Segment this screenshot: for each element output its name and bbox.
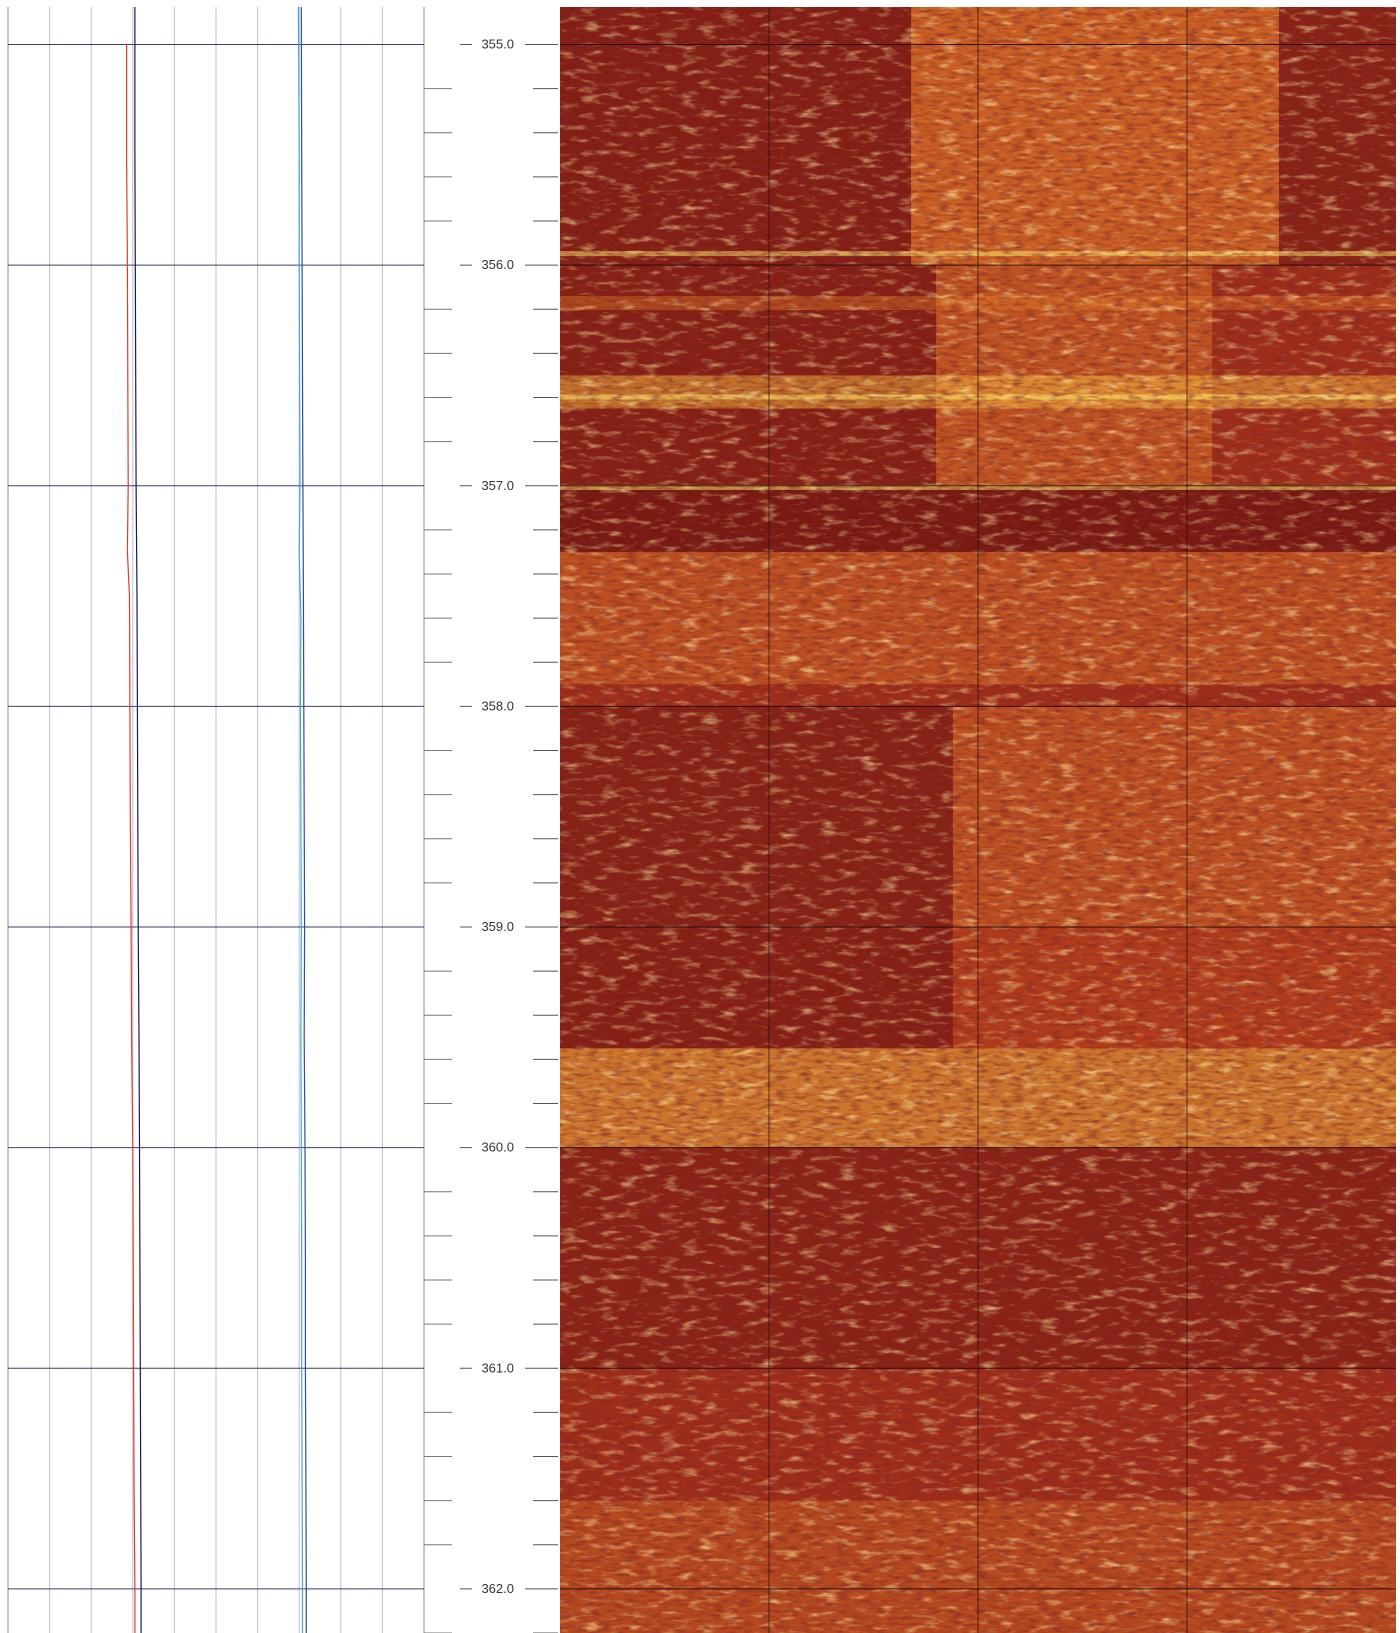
curve-series-3 — [297, 6, 304, 1633]
curve-track — [7, 6, 425, 1633]
depth-label: 356.0 — [481, 257, 514, 272]
borehole-image-track — [560, 7, 1396, 1633]
curve-series-4 — [300, 6, 307, 1633]
depth-label: 361.0 — [481, 1360, 514, 1375]
curve-track-series — [125, 6, 307, 1633]
depth-track: 355.0 356.0 357.0 358.0 359.0 360.0 361.0 362.0 — [424, 37, 558, 1633]
curve-series-1 — [125, 44, 136, 1633]
image-grid — [560, 7, 1396, 1633]
depth-label: 359.0 — [481, 919, 514, 934]
depth-label: 360.0 — [481, 1140, 514, 1155]
curve-track-grid — [7, 7, 425, 1633]
depth-label: 358.0 — [481, 698, 514, 713]
depth-ticks — [424, 44, 558, 1633]
depth-labels: 355.0 356.0 357.0 358.0 359.0 360.0 361.0 362.0 — [481, 37, 514, 1596]
curve-series-2 — [134, 7, 142, 1633]
depth-label: 362.0 — [481, 1581, 514, 1596]
depth-label: 357.0 — [481, 478, 514, 493]
depth-label: 355.0 — [481, 37, 514, 52]
